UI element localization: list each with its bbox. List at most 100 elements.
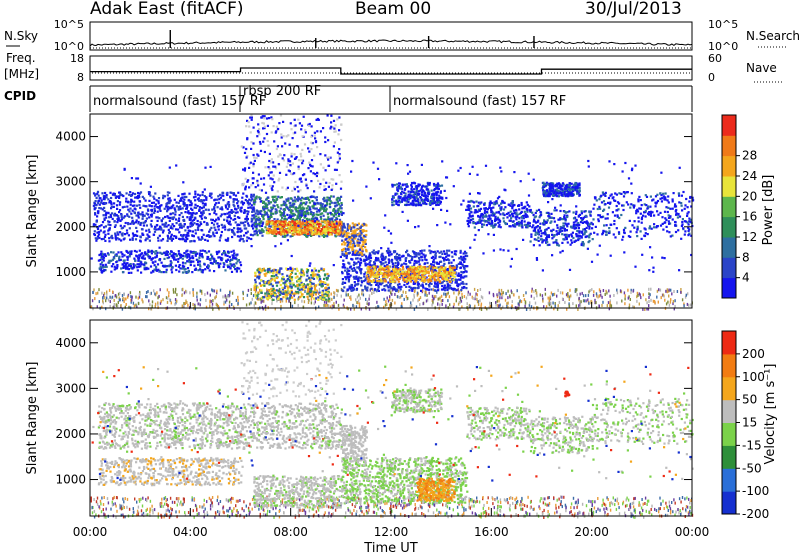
power-cell <box>354 262 357 265</box>
noise-cell <box>424 293 426 297</box>
power-cell <box>163 265 166 268</box>
power-cell <box>204 216 207 220</box>
noise-cell <box>629 298 631 301</box>
power-cell <box>344 281 347 284</box>
power-cell <box>326 294 329 297</box>
power-cell <box>272 212 275 215</box>
noise-cell <box>553 292 556 296</box>
power-cell <box>313 291 316 294</box>
noise-cell <box>500 307 502 311</box>
noise-cell <box>415 305 418 309</box>
noise-cell <box>469 304 471 308</box>
noise-cell <box>676 290 679 293</box>
power-cell <box>448 249 451 252</box>
power-cell <box>446 249 449 252</box>
power-cell <box>186 255 189 258</box>
noise-cell <box>461 292 463 296</box>
power-cell <box>232 255 235 258</box>
power-cell <box>222 252 225 255</box>
noise-cell <box>323 300 326 304</box>
noise-cell <box>683 304 685 308</box>
power-cell <box>330 217 333 220</box>
power-cell <box>316 273 319 276</box>
power-cell <box>188 192 191 195</box>
power-cell <box>291 217 294 220</box>
power-cell <box>257 219 260 222</box>
power-cell <box>418 256 421 259</box>
power-cell <box>302 201 305 204</box>
power-cell <box>446 279 450 282</box>
noise-cell <box>549 295 551 299</box>
power-cell <box>373 263 376 266</box>
power-cell <box>251 208 254 211</box>
power-cell <box>348 285 351 288</box>
power-cell <box>323 226 326 229</box>
noise-cell <box>142 300 144 304</box>
noise-cell <box>498 304 500 308</box>
power-cell <box>183 192 186 195</box>
power-cell <box>309 282 312 285</box>
power-cell <box>394 262 397 265</box>
power-cell <box>318 226 321 229</box>
power-cell <box>228 211 231 214</box>
freq-line <box>90 67 692 75</box>
noise-cell <box>536 307 538 311</box>
noise-cell <box>211 288 213 292</box>
power-cell <box>140 221 143 225</box>
power-cell <box>332 223 336 226</box>
power-cell <box>146 253 149 256</box>
power-cell <box>186 204 189 207</box>
noise-cell <box>170 301 172 305</box>
power-cell <box>319 215 322 218</box>
power-cell <box>124 233 127 236</box>
noise-cell <box>525 308 528 311</box>
power-cell <box>186 205 189 208</box>
power-cell <box>222 262 225 265</box>
noise-cell <box>338 307 340 311</box>
noise-cell <box>308 294 310 298</box>
power-cell <box>258 267 261 270</box>
power-cell <box>171 227 174 230</box>
power-cell <box>340 207 343 210</box>
noise-cell <box>118 298 121 302</box>
noise-cell <box>425 299 428 303</box>
noise-cell <box>638 302 640 306</box>
noise-cell <box>395 307 398 311</box>
power-cell <box>300 223 303 226</box>
power-cell <box>219 215 222 218</box>
power-cell <box>406 282 409 285</box>
power-cell <box>222 199 225 202</box>
power-cell <box>296 275 299 278</box>
power-cell <box>96 190 100 193</box>
noise-cell <box>636 295 638 299</box>
power-cell <box>104 213 107 216</box>
power-cell <box>184 211 187 214</box>
power-cell <box>337 214 340 217</box>
noise-cell <box>439 303 441 307</box>
noise-cell <box>385 300 387 304</box>
power-cell <box>120 239 123 242</box>
power-cell <box>229 260 232 263</box>
noise-cell <box>154 305 156 308</box>
power-cell <box>92 224 95 228</box>
power-cell <box>304 224 307 227</box>
power-cell <box>446 285 450 288</box>
power-cell <box>217 201 220 204</box>
noise-cell <box>307 297 309 301</box>
power-cell <box>126 213 129 216</box>
power-cell <box>425 276 428 279</box>
power-cell <box>292 206 295 209</box>
power-cell <box>380 257 383 261</box>
power-cell <box>445 255 448 258</box>
power-cell <box>227 228 230 232</box>
noise-cell <box>196 298 198 302</box>
power-cell <box>340 202 343 205</box>
power-cell <box>187 269 190 272</box>
noise-cell <box>223 300 225 304</box>
power-cell <box>355 283 358 286</box>
power-cell <box>253 286 256 290</box>
power-cell <box>460 288 463 292</box>
power-cell <box>317 232 321 235</box>
power-cell <box>95 239 98 242</box>
power-cell <box>391 258 394 261</box>
